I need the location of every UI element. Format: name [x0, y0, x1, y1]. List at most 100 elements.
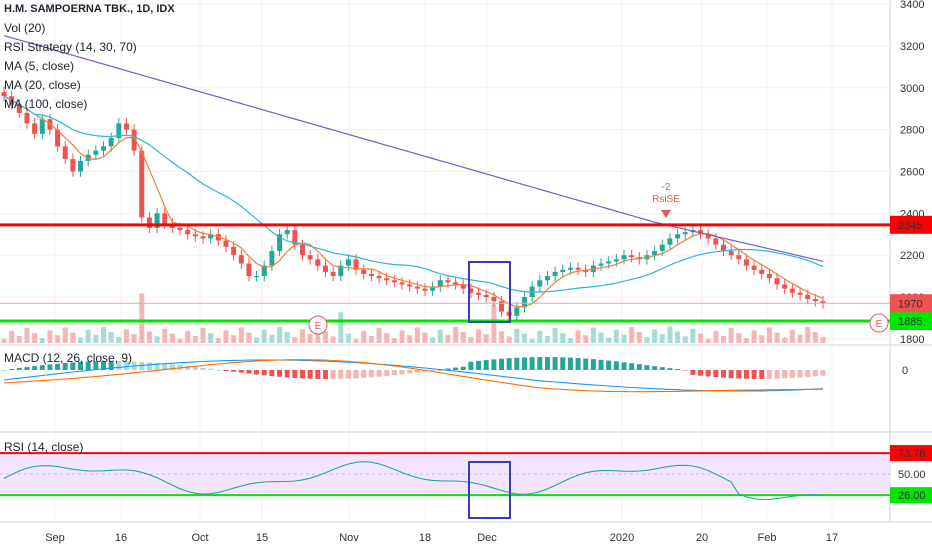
volume-bar: [200, 328, 206, 343]
macd-histogram-bar: [78, 361, 84, 370]
candle-body: [353, 259, 359, 270]
macd-histogram-bar: [1, 370, 7, 371]
macd-histogram-bar: [368, 370, 374, 378]
volume-bar: [621, 334, 627, 343]
price-tick-label: 2800: [900, 125, 924, 137]
ma5-line: [3, 95, 824, 308]
legend-volume[interactable]: Vol (20): [4, 21, 46, 35]
volume-bar: [812, 332, 818, 343]
candle-body: [652, 250, 658, 256]
candle-body: [560, 269, 566, 272]
macd-histogram-bar: [552, 357, 558, 370]
rsi-level-label: 50.00: [898, 469, 926, 481]
macd-histogram-bar: [766, 370, 772, 379]
volume-bar: [9, 330, 15, 343]
macd-histogram-bar: [261, 370, 267, 376]
candle-body: [789, 288, 795, 293]
macd-histogram-bar: [797, 370, 803, 378]
volume-bar: [820, 336, 826, 343]
volume-bar: [85, 329, 91, 343]
macd-histogram-bar: [330, 370, 336, 379]
level-label: 1885: [898, 316, 922, 328]
volume-bar: [1, 338, 7, 343]
volume-bar: [606, 337, 612, 343]
candle-body: [108, 138, 114, 147]
macd-label[interactable]: MACD (12, 26, close, 9): [4, 351, 133, 365]
volume-bar: [805, 327, 811, 343]
volume-bar: [774, 332, 780, 343]
candle-body: [805, 294, 811, 300]
candle-body: [659, 244, 665, 251]
volume-bar: [101, 327, 107, 343]
volume-bar: [407, 335, 413, 343]
volume-bar: [445, 334, 451, 343]
candle-body: [78, 161, 84, 172]
candle-body: [70, 158, 76, 172]
volume-bar: [78, 337, 84, 343]
macd-histogram-bar: [16, 368, 22, 370]
macd-histogram-bar: [169, 364, 175, 370]
candle-body: [453, 282, 459, 285]
legend-ma5[interactable]: MA (5, close): [4, 59, 75, 73]
level-badge: [890, 312, 932, 331]
macd-zero-label: 0: [902, 365, 908, 377]
candle-body: [705, 234, 711, 239]
candle-body: [101, 146, 107, 151]
macd-histogram-bar: [123, 361, 129, 370]
volume-bar: [690, 328, 696, 343]
symbol-title: H.M. SAMPOERNA TBK., 1D, IDX: [4, 3, 175, 15]
candle-body: [698, 230, 704, 235]
x-tick-label: 17: [826, 532, 838, 544]
macd-histogram-bar: [782, 370, 788, 379]
volume-bar: [330, 336, 336, 343]
macd-histogram-bar: [583, 358, 589, 370]
volume-bar: [139, 293, 145, 343]
candle-body: [437, 280, 443, 287]
legend-rsi-strategy[interactable]: RSI Strategy (14, 30, 70): [4, 40, 137, 54]
macd-histogram-bar: [667, 368, 673, 370]
price-tick-label: 3000: [900, 83, 924, 95]
candle-body: [131, 129, 137, 151]
legend-ma20[interactable]: MA (20, close): [4, 78, 81, 92]
volume-bar: [16, 335, 22, 343]
volume-bar: [154, 336, 160, 343]
macd-histogram-bar: [529, 357, 535, 370]
macd-histogram-bar: [254, 370, 260, 375]
rsi-level-badge: [890, 487, 932, 504]
legend-ma100[interactable]: MA (100, close): [4, 97, 88, 111]
macd-histogram-bar: [728, 370, 734, 379]
rsi-label[interactable]: RSI (14, close): [4, 440, 84, 454]
macd-histogram-bar: [292, 370, 298, 378]
candle-body: [728, 250, 734, 256]
x-tick-label: 15: [256, 532, 268, 544]
volume-bar: [208, 333, 214, 343]
volume-bar: [560, 333, 566, 343]
candle-body: [284, 230, 290, 235]
macd-histogram-bar: [506, 358, 512, 370]
highlight-box: [468, 261, 511, 323]
candle-body: [537, 280, 543, 287]
macd-histogram-bar: [812, 370, 818, 377]
volume-bar: [292, 336, 298, 343]
candle-body: [613, 259, 619, 262]
volume-bar: [644, 336, 650, 343]
candle-body: [797, 292, 803, 295]
macd-histogram-bar: [820, 370, 826, 376]
volume-bar: [567, 338, 573, 343]
candle-body: [621, 255, 627, 260]
macd-histogram-bar: [698, 370, 704, 376]
volume-bar: [736, 333, 742, 343]
candle-body: [338, 265, 344, 277]
volume-bar: [675, 331, 681, 343]
macd-histogram-bar: [200, 367, 206, 370]
macd-histogram-bar: [185, 365, 191, 370]
candle-body: [330, 271, 336, 277]
macd-histogram-bar: [789, 370, 795, 379]
macd-histogram-bar: [468, 361, 474, 370]
volume-bar: [238, 327, 244, 343]
volume-bar: [185, 330, 191, 343]
volume-bar: [506, 336, 512, 343]
volume-bar: [162, 328, 168, 343]
candle-body: [759, 269, 765, 274]
